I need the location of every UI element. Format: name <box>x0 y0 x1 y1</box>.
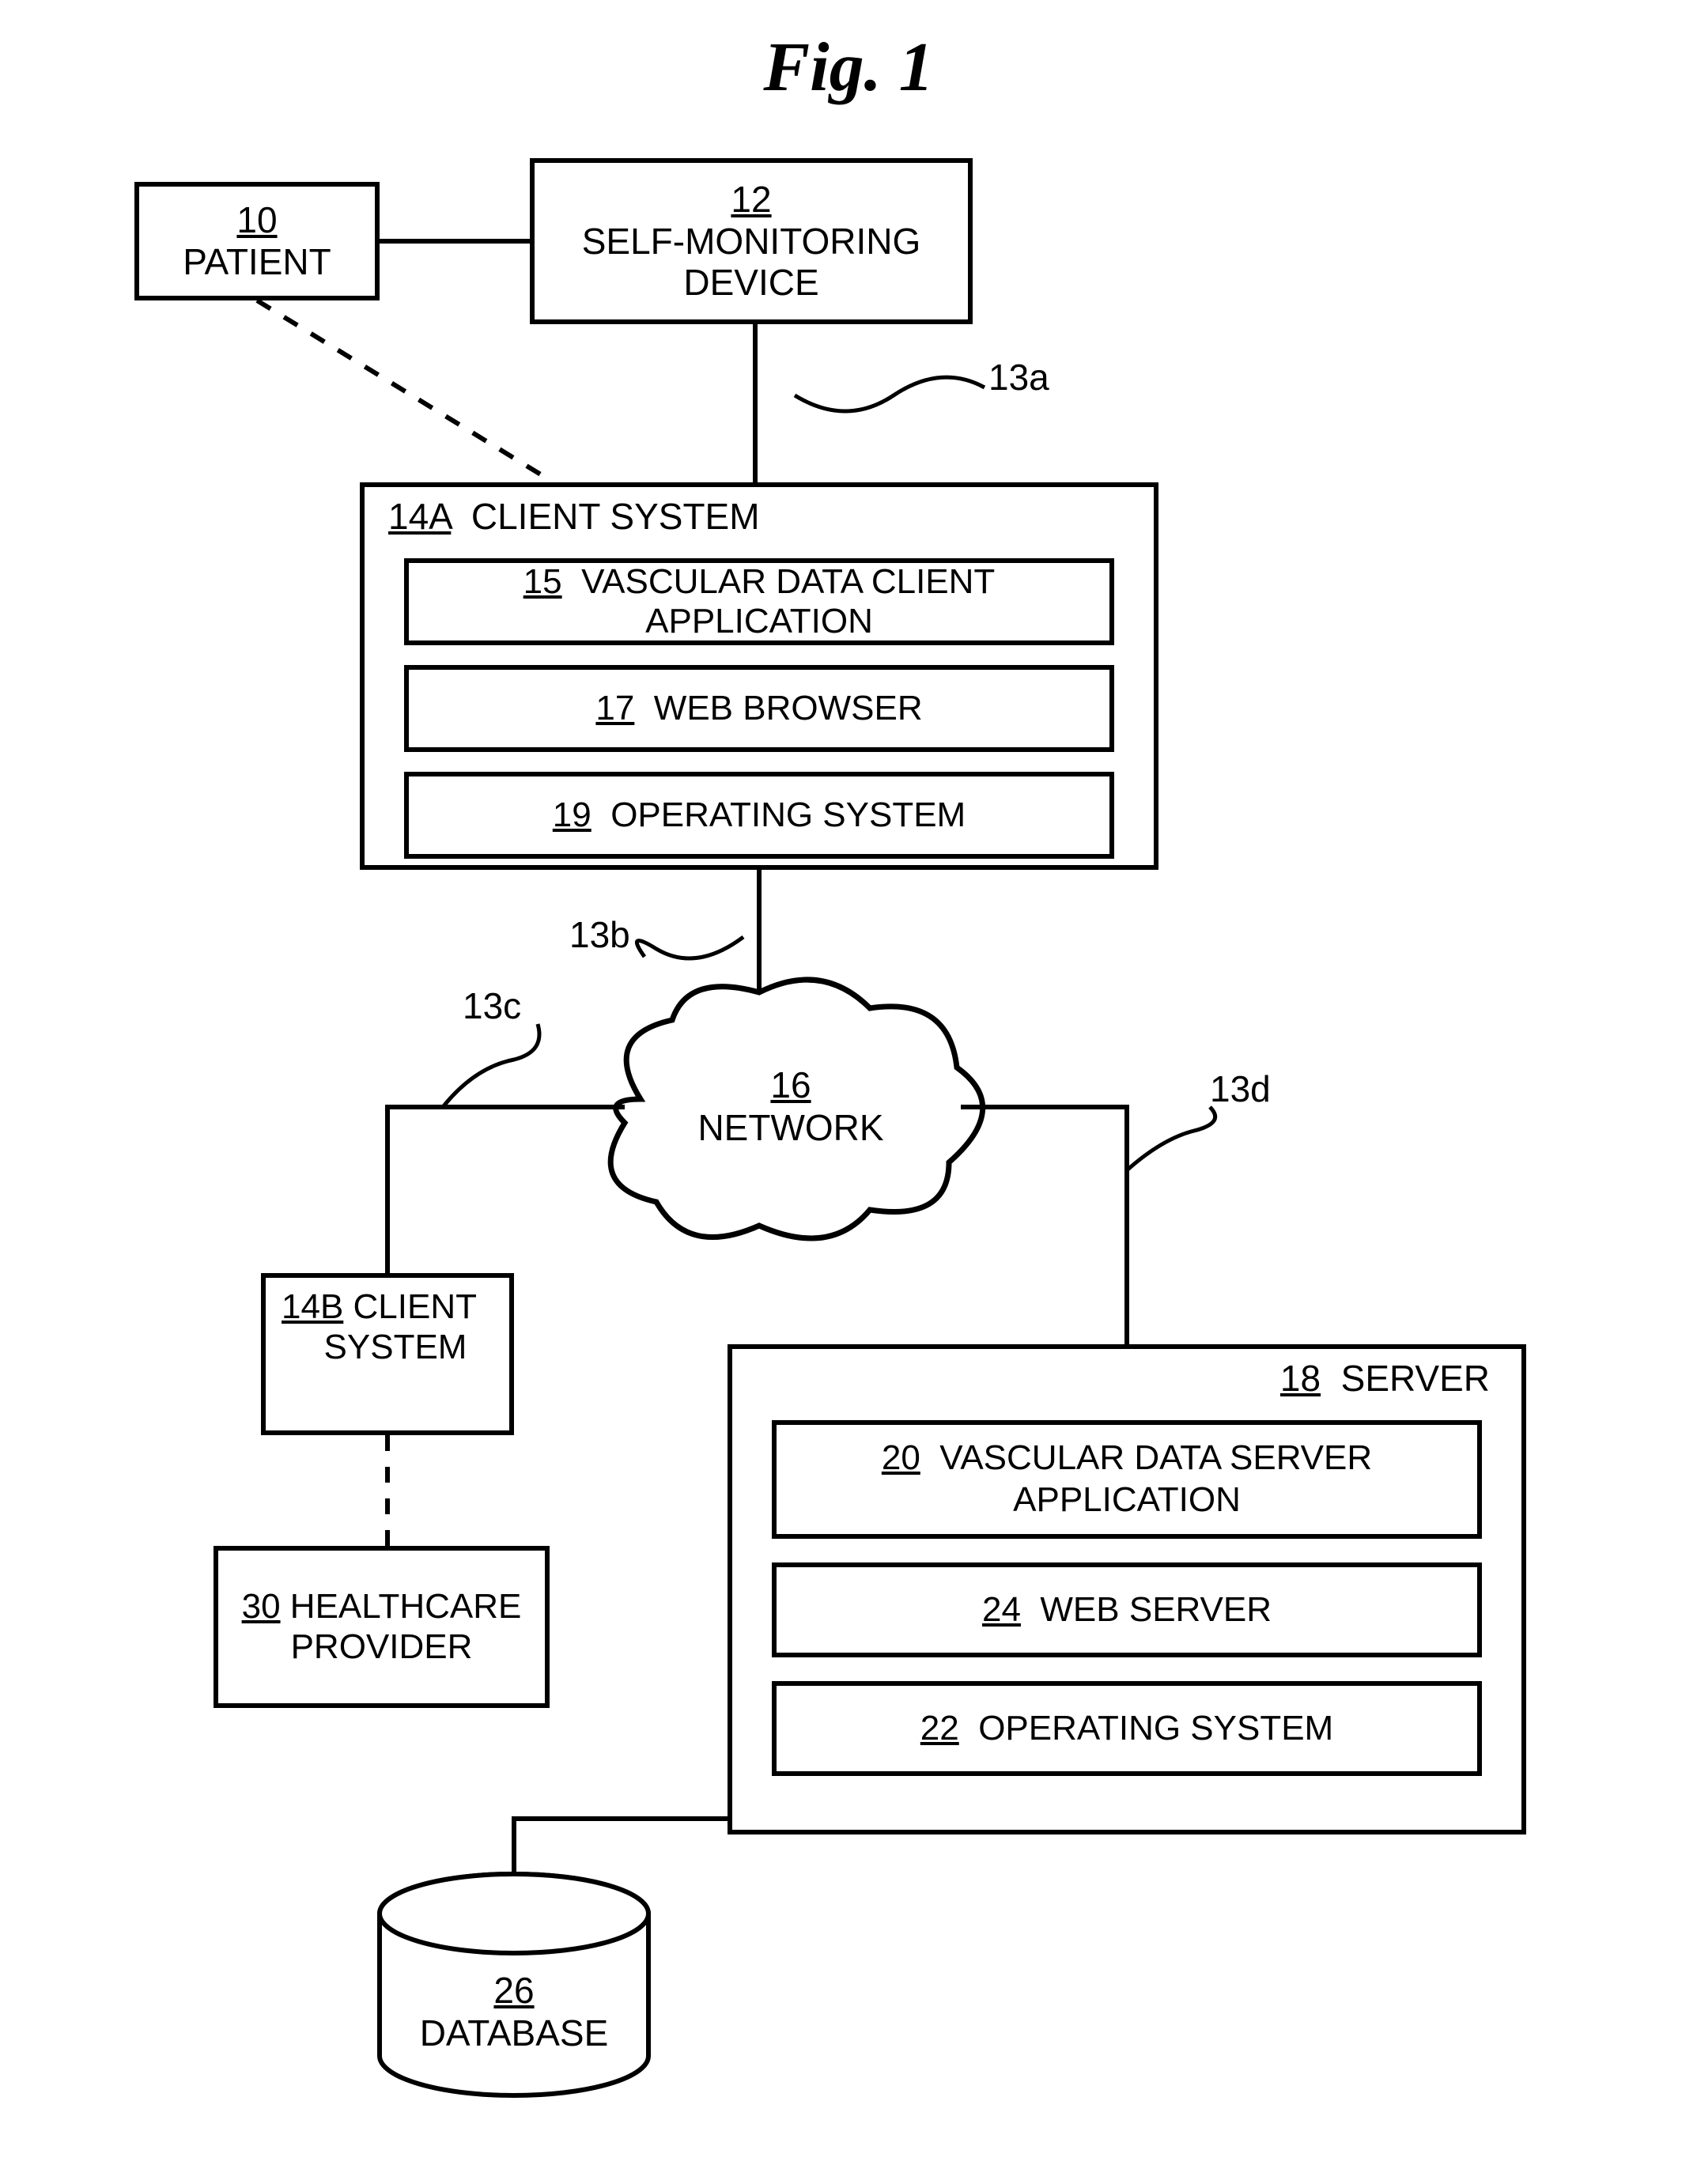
server-header: 18 SERVER <box>1280 1357 1490 1400</box>
edge-network-clientb <box>387 1107 625 1273</box>
client-a-row-0: 15 VASCULAR DATA CLIENT APPLICATION <box>404 558 1114 645</box>
database-label: 26 DATABASE <box>411 1969 617 2054</box>
selfmon-label-1: SELF-MONITORING <box>582 221 921 263</box>
node-client-system-b: 14B CLIENT SYSTEM <box>261 1273 514 1435</box>
database-text: DATABASE <box>420 2012 609 2054</box>
edge-network-server <box>961 1107 1127 1344</box>
edge-label-13a: 13a <box>988 356 1049 399</box>
leader-13c <box>443 1024 539 1107</box>
client-a-row-0-text: 15 VASCULAR DATA CLIENT APPLICATION <box>409 562 1109 641</box>
client-a-label: CLIENT SYSTEM <box>471 496 760 537</box>
network-ref: 16 <box>770 1064 811 1105</box>
client-a-row-1: 17 WEB BROWSER <box>404 665 1114 752</box>
server-row-0: 20 VASCULAR DATA SERVERAPPLICATION <box>772 1420 1482 1539</box>
edge-patient-clienta <box>257 300 554 482</box>
server-row-1-text: 24 WEB SERVER <box>982 1590 1272 1630</box>
diagram-canvas: Fig. 1 <box>0 0 1697 2184</box>
server-row-2: 22 OPERATING SYSTEM <box>772 1681 1482 1776</box>
leader-13b <box>637 937 743 958</box>
patient-label: PATIENT <box>183 241 331 283</box>
figure-title-text: Fig. 1 <box>763 29 933 106</box>
node-patient: 10 PATIENT <box>134 182 380 300</box>
network-text: NETWORK <box>697 1107 883 1148</box>
server-row-1: 24 WEB SERVER <box>772 1562 1482 1657</box>
server-row-0-text: 20 VASCULAR DATA SERVERAPPLICATION <box>882 1438 1372 1521</box>
edge-label-13b: 13b <box>569 913 630 956</box>
node-self-monitoring: 12 SELF-MONITORING DEVICE <box>530 158 973 324</box>
leader-13d <box>1127 1107 1215 1170</box>
server-row-2-text: 22 OPERATING SYSTEM <box>920 1709 1333 1748</box>
selfmon-ref: 12 <box>731 179 771 221</box>
edge-label-13c: 13c <box>463 984 521 1027</box>
patient-ref: 10 <box>236 199 277 241</box>
leader-13a <box>795 377 985 411</box>
healthcare-line1: 30 HEALTHCARE <box>242 1587 522 1627</box>
edge-server-database <box>514 1819 728 1898</box>
client-a-ref: 14A <box>388 496 451 537</box>
edge-label-13d: 13d <box>1210 1067 1271 1110</box>
figure-title: Fig. 1 <box>0 28 1697 108</box>
server-ref: 18 <box>1280 1358 1321 1399</box>
node-server: 18 SERVER 20 VASCULAR DATA SERVERAPPLICA… <box>728 1344 1526 1834</box>
node-healthcare-provider: 30 HEALTHCARE PROVIDER <box>214 1546 550 1708</box>
client-b-line2: SYSTEM <box>324 1328 467 1368</box>
client-b-line1: 14B CLIENT <box>282 1287 477 1328</box>
node-client-system-a: 14A CLIENT SYSTEM 15 VASCULAR DATA CLIEN… <box>360 482 1158 870</box>
client-a-header: 14A CLIENT SYSTEM <box>388 495 760 538</box>
database-ref: 26 <box>493 1970 534 2011</box>
client-a-row-1-text: 17 WEB BROWSER <box>595 689 922 728</box>
client-a-row-2: 19 OPERATING SYSTEM <box>404 772 1114 859</box>
client-a-row-2-text: 19 OPERATING SYSTEM <box>553 795 966 835</box>
network-label: 16 NETWORK <box>688 1064 894 1149</box>
server-label: SERVER <box>1341 1358 1490 1399</box>
selfmon-label-2: DEVICE <box>683 262 818 304</box>
healthcare-line2: PROVIDER <box>291 1627 473 1668</box>
